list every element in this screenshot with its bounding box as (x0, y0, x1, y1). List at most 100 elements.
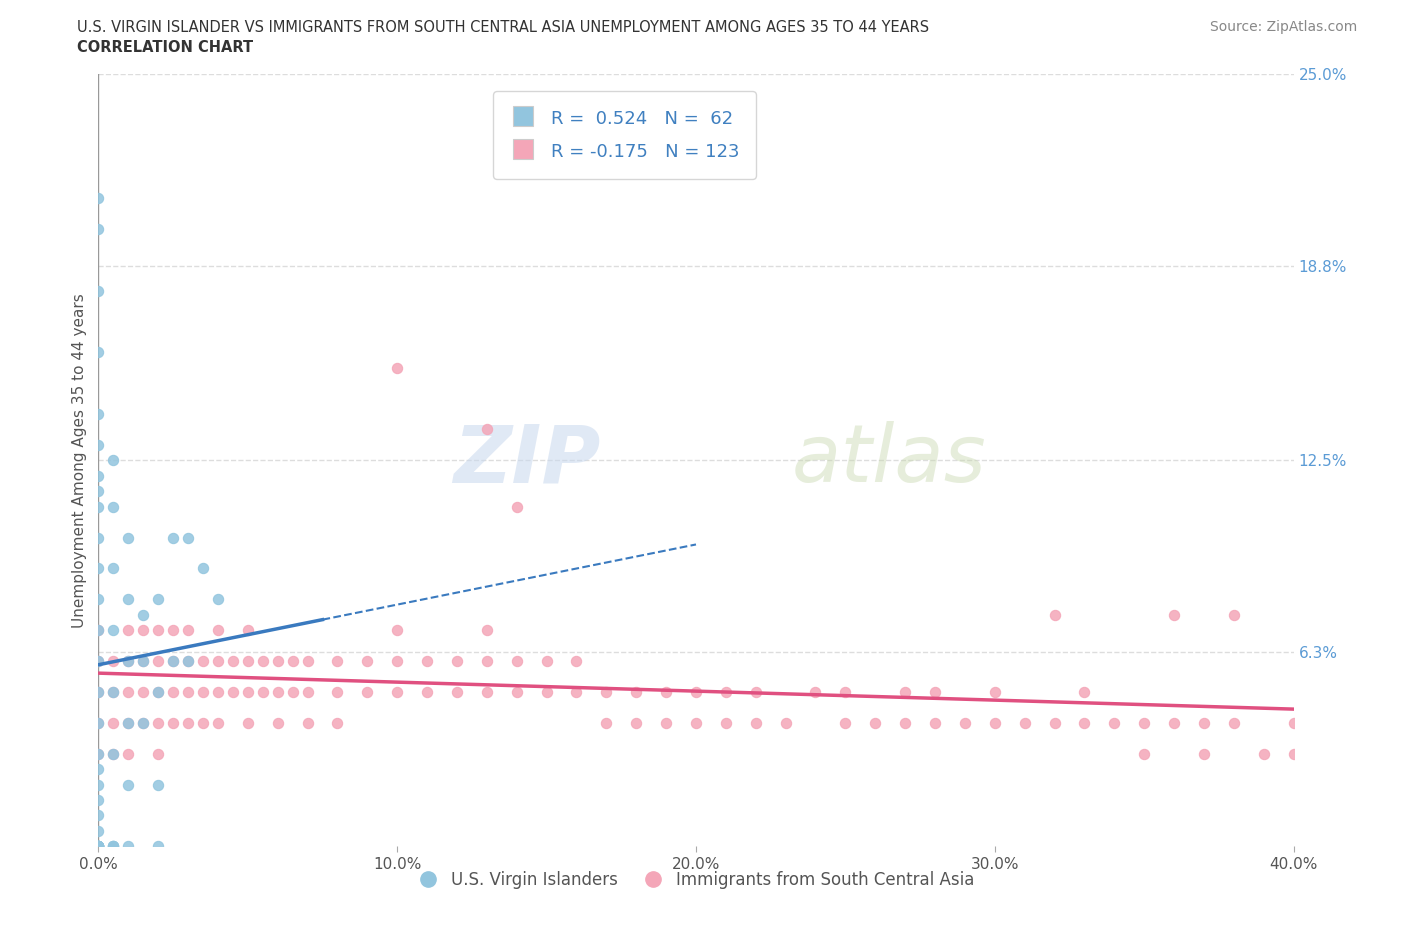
Point (87, 684, 110, 699)
Point (1282, 715, 1305, 730)
Point (595, 684, 617, 699)
Point (446, 654, 468, 669)
Point (685, 715, 707, 730)
Point (117, 654, 139, 669)
Point (1073, 684, 1095, 699)
Point (252, 654, 274, 669)
Point (117, 591, 139, 606)
Point (1104, 715, 1126, 730)
Point (1163, 715, 1185, 730)
Point (984, 684, 1007, 699)
Point (103, 654, 125, 669)
Point (565, 684, 588, 699)
Point (87, 839, 110, 854)
Point (385, 654, 409, 669)
Legend: U.S. Virgin Islanders, Immigrants from South Central Asia: U.S. Virgin Islanders, Immigrants from S… (411, 865, 981, 896)
Point (162, 715, 184, 730)
Text: atlas: atlas (792, 421, 987, 499)
Point (685, 684, 707, 699)
Point (132, 684, 155, 699)
Point (132, 607, 155, 622)
Point (148, 777, 170, 792)
Point (103, 623, 125, 638)
Point (506, 499, 529, 514)
Point (714, 684, 737, 699)
Point (1043, 607, 1066, 622)
Point (103, 839, 125, 854)
Point (475, 684, 498, 699)
Point (87, 823, 110, 838)
Point (87, 684, 110, 699)
Point (385, 684, 409, 699)
Point (236, 684, 259, 699)
Point (506, 654, 529, 669)
Point (207, 654, 229, 669)
Point (103, 839, 125, 854)
Point (87, 746, 110, 761)
Point (595, 715, 617, 730)
Point (87, 406, 110, 421)
Point (87, 499, 110, 514)
Point (87, 530, 110, 545)
Point (924, 715, 946, 730)
Point (191, 561, 214, 576)
Point (475, 422, 498, 437)
Point (162, 654, 184, 669)
Point (87, 591, 110, 606)
Point (87, 839, 110, 854)
Point (103, 746, 125, 761)
Point (148, 591, 170, 606)
Point (281, 654, 304, 669)
Point (117, 746, 139, 761)
Point (297, 715, 319, 730)
Point (236, 715, 259, 730)
Point (148, 684, 170, 699)
Point (1282, 746, 1305, 761)
Point (87, 623, 110, 638)
Point (148, 684, 170, 699)
Point (148, 746, 170, 761)
Point (326, 684, 349, 699)
Point (103, 839, 125, 854)
Point (252, 684, 274, 699)
Point (117, 530, 139, 545)
Point (148, 623, 170, 638)
Point (87, 746, 110, 761)
Point (87, 839, 110, 854)
Point (87, 345, 110, 360)
Point (626, 715, 648, 730)
Point (804, 684, 827, 699)
Point (1014, 715, 1036, 730)
Point (117, 777, 139, 792)
Point (191, 654, 214, 669)
Point (475, 654, 498, 669)
Point (87, 777, 110, 792)
Point (148, 654, 170, 669)
Point (132, 654, 155, 669)
Point (87, 437, 110, 452)
Point (834, 684, 856, 699)
Point (475, 623, 498, 638)
Point (87, 839, 110, 854)
Point (87, 654, 110, 669)
Point (87, 561, 110, 576)
Point (297, 654, 319, 669)
Point (177, 530, 200, 545)
Point (894, 715, 917, 730)
Point (87, 839, 110, 854)
Point (103, 499, 125, 514)
Point (536, 654, 558, 669)
Point (297, 684, 319, 699)
Point (536, 684, 558, 699)
Point (191, 684, 214, 699)
Point (132, 715, 155, 730)
Point (207, 684, 229, 699)
Point (87, 484, 110, 498)
Point (117, 715, 139, 730)
Point (103, 684, 125, 699)
Text: CORRELATION CHART: CORRELATION CHART (77, 40, 253, 55)
Point (162, 654, 184, 669)
Point (103, 561, 125, 576)
Point (117, 715, 139, 730)
Point (655, 684, 678, 699)
